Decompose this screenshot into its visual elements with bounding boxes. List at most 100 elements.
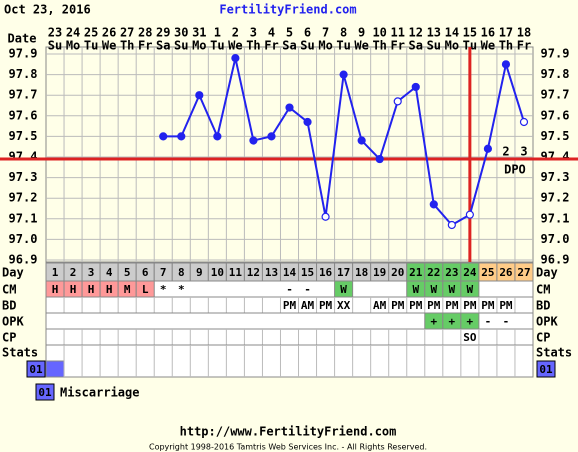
y-tick-label-right: 97.5 — [541, 129, 570, 143]
row-cell-text: - — [286, 283, 293, 296]
date-label: 2 — [232, 26, 239, 40]
row-cell-text: * — [178, 283, 185, 296]
temp-point — [357, 136, 366, 145]
temp-point — [519, 117, 529, 127]
row-box — [45, 328, 534, 346]
temp-point — [339, 70, 348, 79]
temp-point — [465, 210, 474, 219]
temp-point — [429, 200, 438, 209]
date-label: 9 — [358, 26, 365, 40]
stats-code-right-box — [536, 360, 556, 378]
row-cell-text: + — [449, 315, 456, 328]
date-label: 12 — [409, 26, 423, 40]
date-label: 24 — [66, 26, 80, 40]
row-cell-text: + — [430, 315, 437, 328]
weekday-label: We — [102, 39, 116, 53]
row-cell-text: L — [142, 283, 149, 296]
row-label: Stats — [2, 346, 38, 360]
temp-point — [321, 212, 330, 221]
date-label: 8 — [340, 26, 347, 40]
footer-url[interactable]: http://www.FertilityFriend.com — [180, 425, 397, 439]
temp-point — [447, 220, 456, 230]
row-label-right: CM — [536, 283, 550, 297]
x-axis-label: Date — [8, 32, 37, 46]
row-cell-text: H — [88, 283, 95, 296]
y-tick-label-right: 97.3 — [541, 170, 570, 184]
chart-date: Oct 23, 2016 — [4, 3, 91, 17]
stats-code-box — [26, 360, 46, 378]
date-label: 31 — [192, 26, 206, 40]
row-cell-text: AM — [301, 299, 315, 312]
date-label: 29 — [156, 26, 170, 40]
weekday-label: Mo — [192, 39, 206, 53]
row-cell-text: 22 — [427, 266, 440, 279]
row-cell-text: 1 — [52, 266, 59, 279]
date-label: 25 — [84, 26, 98, 40]
date-label: 11 — [390, 26, 404, 40]
row-cell-text: W — [449, 283, 456, 296]
y-tick-label: 97.8 — [9, 67, 38, 81]
row-cell-text: 15 — [301, 266, 314, 279]
temp-point — [267, 132, 276, 141]
row-cell-text: W — [430, 283, 437, 296]
date-label: 30 — [174, 26, 188, 40]
row-cell-text: 18 — [355, 266, 368, 279]
date-label: 15 — [463, 26, 477, 40]
row-cell-text: PM — [481, 299, 495, 312]
date-label: 3 — [250, 26, 257, 40]
y-tick-label: 96.9 — [9, 253, 38, 267]
date-label: 23 — [48, 26, 62, 40]
row-cell-text: 13 — [265, 266, 278, 279]
row-cell-text: H — [106, 283, 113, 296]
row-cell-text: PM — [319, 299, 333, 312]
weekday-label: Su — [174, 39, 188, 53]
weekday-label: We — [228, 39, 242, 53]
y-tick-label: 97.3 — [9, 170, 38, 184]
site-title[interactable]: FertilityFriend.com — [219, 3, 356, 17]
row-cell-text: PM — [463, 299, 477, 312]
row-cell-text: - — [503, 315, 510, 328]
row-cell-text: 14 — [283, 266, 297, 279]
temp-point — [249, 136, 258, 145]
y-tick-label: 97.4 — [9, 150, 38, 164]
row-label-right: OPK — [536, 315, 558, 329]
row-cell-text: 10 — [211, 266, 224, 279]
row-label: Day — [2, 266, 24, 280]
row-cell-text: 24 — [463, 266, 477, 279]
row-cell-text: 9 — [196, 266, 203, 279]
temp-point — [177, 132, 186, 141]
date-label: 10 — [372, 26, 386, 40]
date-label: 28 — [138, 26, 152, 40]
y-tick-label: 97.5 — [9, 129, 38, 143]
y-tick-label-right: 97.6 — [541, 108, 570, 122]
y-tick-label-right: 97.9 — [541, 47, 570, 61]
row-cell-text: 19 — [373, 266, 386, 279]
row-cell-text: 26 — [499, 266, 513, 279]
row-cell-text: PM — [391, 299, 405, 312]
row-cell-text: PM — [499, 299, 513, 312]
dpo-number: 3 — [520, 145, 527, 159]
date-label: 26 — [102, 26, 116, 40]
date-label: 27 — [120, 26, 134, 40]
row-cell-text: 8 — [178, 266, 185, 279]
y-tick-label-right: 97.8 — [541, 67, 570, 81]
weekday-label: Su — [427, 39, 441, 53]
date-label: 5 — [286, 26, 293, 40]
row-cell-text: 2 — [70, 266, 77, 279]
weekday-label: Sa — [282, 39, 296, 53]
row-cell-text: 3 — [88, 266, 95, 279]
y-tick-label-right: 97.4 — [541, 150, 570, 164]
weekday-label: Fr — [138, 39, 152, 53]
row-label: OPK — [2, 315, 24, 329]
row-cell-text: PM — [283, 299, 297, 312]
row-label-right: CP — [536, 331, 550, 345]
row-cell-text: 7 — [160, 266, 167, 279]
date-label: 18 — [517, 26, 531, 40]
row-cell-text: AM — [373, 299, 387, 312]
weekday-label: Th — [372, 39, 386, 53]
row-cell-text: 17 — [337, 266, 350, 279]
stats-code-right: 01 — [539, 363, 553, 376]
row-label: CP — [2, 331, 16, 345]
temp-point — [411, 82, 420, 92]
weekday-label: Th — [120, 39, 134, 53]
